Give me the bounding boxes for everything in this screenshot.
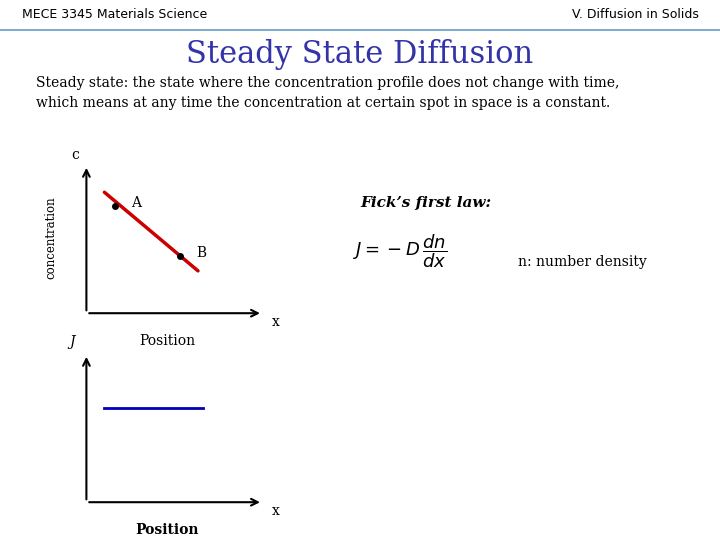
Text: x: x (272, 504, 279, 518)
Text: V. Diffusion in Solids: V. Diffusion in Solids (572, 8, 698, 21)
Text: c: c (72, 148, 79, 162)
Text: $J = -D\,\dfrac{dn}{dx}$: $J = -D\,\dfrac{dn}{dx}$ (353, 232, 447, 270)
Text: x: x (272, 315, 279, 329)
Text: Steady state: the state where the concentration profile does not change with tim: Steady state: the state where the concen… (36, 76, 619, 110)
Text: MECE 3345 Materials Science: MECE 3345 Materials Science (22, 8, 207, 21)
Text: Steady State Diffusion: Steady State Diffusion (186, 38, 534, 70)
Text: n: number density: n: number density (518, 255, 647, 269)
Text: Position: Position (135, 523, 199, 537)
Text: J: J (69, 335, 75, 349)
Text: Fick’s first law:: Fick’s first law: (360, 195, 491, 210)
Text: B: B (196, 246, 207, 260)
Text: concentration: concentration (44, 196, 57, 279)
Text: Position: Position (140, 334, 195, 348)
Text: A: A (131, 196, 141, 210)
